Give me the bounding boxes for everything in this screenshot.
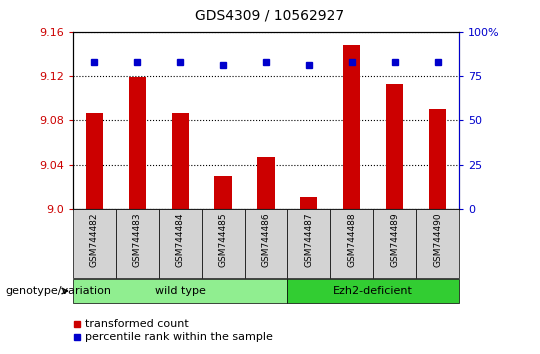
- Text: GSM744490: GSM744490: [433, 212, 442, 267]
- Text: GSM744483: GSM744483: [133, 212, 141, 267]
- Text: GSM744482: GSM744482: [90, 212, 99, 267]
- Text: GSM744486: GSM744486: [261, 212, 271, 267]
- FancyBboxPatch shape: [373, 209, 416, 278]
- Bar: [172, 113, 189, 209]
- Text: percentile rank within the sample: percentile rank within the sample: [85, 332, 273, 342]
- Bar: [343, 45, 360, 209]
- Bar: [429, 109, 446, 209]
- FancyBboxPatch shape: [73, 209, 116, 278]
- Bar: [129, 77, 146, 209]
- Text: GSM744485: GSM744485: [219, 212, 227, 267]
- Bar: [86, 113, 103, 209]
- Bar: [258, 157, 274, 209]
- Text: wild type: wild type: [155, 286, 206, 296]
- FancyBboxPatch shape: [73, 279, 287, 303]
- FancyBboxPatch shape: [116, 209, 159, 278]
- Text: transformed count: transformed count: [85, 319, 188, 329]
- FancyBboxPatch shape: [287, 209, 330, 278]
- FancyBboxPatch shape: [201, 209, 245, 278]
- Text: GSM744488: GSM744488: [347, 212, 356, 267]
- FancyBboxPatch shape: [245, 209, 287, 278]
- FancyBboxPatch shape: [159, 209, 201, 278]
- Bar: [214, 176, 232, 209]
- Bar: [386, 84, 403, 209]
- Text: GSM744487: GSM744487: [305, 212, 313, 267]
- Text: Ezh2-deficient: Ezh2-deficient: [333, 286, 413, 296]
- Text: GSM744489: GSM744489: [390, 212, 399, 267]
- Text: GSM744484: GSM744484: [176, 212, 185, 267]
- Text: genotype/variation: genotype/variation: [5, 286, 111, 296]
- FancyBboxPatch shape: [287, 279, 459, 303]
- Text: GDS4309 / 10562927: GDS4309 / 10562927: [195, 9, 345, 23]
- Bar: [300, 197, 318, 209]
- FancyBboxPatch shape: [416, 209, 459, 278]
- FancyBboxPatch shape: [330, 209, 373, 278]
